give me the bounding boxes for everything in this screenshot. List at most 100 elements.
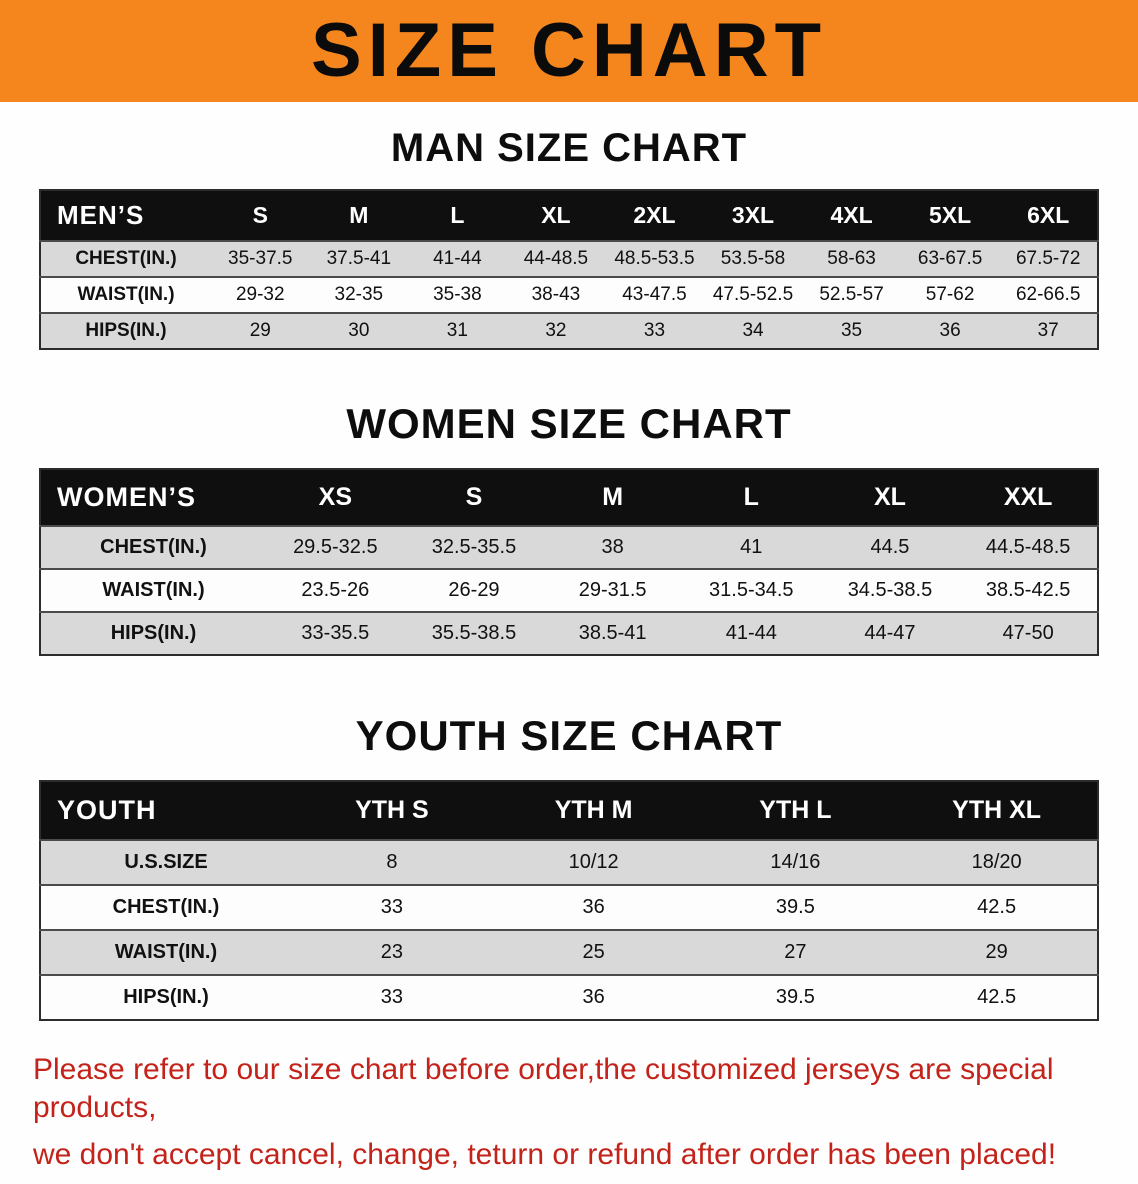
value-cell: 53.5-58 (720, 248, 786, 269)
value-cell: 35 (840, 320, 863, 341)
measurement-row: WAIST(IN.) 29-32 32-35 35-38 38-43 43-47.5 47.… (40, 277, 1098, 313)
footer-notice: Please refer to our size chart before or… (33, 1051, 1105, 1174)
size-column-header: XL (506, 190, 606, 241)
value-cell: 34 (742, 320, 764, 341)
value-cell: 39.5 (775, 986, 815, 1008)
row-label-cell: HIPS(IN.) (123, 986, 209, 1008)
value-cell: 38.5-42.5 (985, 579, 1071, 601)
size-column-header: 5XL (900, 190, 1000, 241)
header-row: YOUTH YTH S YTH M YTH L YTH XL (40, 781, 1098, 840)
value-cell: 23 (380, 941, 403, 963)
value-cell: 27 (784, 941, 807, 963)
row-label-cell: WAIST(IN.) (77, 284, 175, 305)
value-cell: 32 (545, 320, 567, 341)
header-row: MEN’S S M L XL 2XL 3XL 4XL 5XL 6XL (40, 190, 1098, 241)
size-column-header: M (543, 469, 682, 526)
table-title-cell: WOMEN’S (40, 469, 266, 526)
size-column-header: 6XL (999, 190, 1098, 241)
size-column-header: L (681, 469, 821, 526)
measurement-row: HIPS(IN.) 33-35.5 35.5-38.5 38.5-41 41-44 44-… (40, 612, 1098, 655)
value-cell: 35-38 (433, 284, 482, 305)
value-cell: 38.5-41 (578, 622, 647, 644)
value-cell: 35-37.5 (228, 248, 293, 269)
size-column-header: XS (266, 469, 405, 526)
women-size-table: WOMEN’S XS S M L XL XXL CHEST(IN.) 29.5-32.5 32.5… (39, 468, 1099, 656)
value-cell: 29-32 (235, 284, 285, 305)
size-column-header: XL (820, 469, 960, 526)
banner-title: SIZE CHART (311, 8, 827, 93)
value-cell: 38-43 (531, 284, 581, 305)
value-cell: 34.5-38.5 (847, 579, 933, 601)
row-label-cell: U.S.SIZE (124, 851, 208, 873)
row-label-cell: CHEST(IN.) (112, 896, 220, 918)
row-label-cell: CHEST(IN.) (100, 536, 207, 558)
value-cell: 29-31.5 (578, 579, 647, 601)
value-cell: 23.5-26 (301, 579, 370, 601)
value-cell: 26-29 (448, 579, 500, 601)
notice-line-1: Please refer to our size chart before or… (33, 1053, 1054, 1124)
size-column-header: S (211, 190, 310, 241)
value-cell: 33 (643, 320, 666, 341)
value-cell: 37 (1037, 320, 1059, 341)
men-section-heading: MAN SIZE CHART (390, 126, 748, 170)
value-cell: 43-47.5 (622, 284, 687, 305)
row-label-cell: WAIST(IN.) (114, 941, 218, 963)
size-column-header: S (404, 469, 544, 526)
value-cell: 57-62 (925, 284, 975, 305)
women-size-section: WOMEN SIZE CHART WOMEN’S XS S M L XL XXL CHEST(… (0, 400, 1138, 656)
value-cell: 37.5-41 (326, 248, 392, 269)
size-column-header: 4XL (802, 190, 901, 241)
value-cell: 14/16 (770, 851, 821, 873)
value-cell: 38 (601, 536, 624, 558)
size-column-header: YTH L (694, 781, 897, 840)
header-row: WOMEN’S XS S M L XL XXL (40, 469, 1098, 526)
value-cell: 36 (582, 986, 605, 1008)
value-cell: 47-50 (1002, 622, 1054, 644)
value-cell: 41-44 (725, 622, 777, 644)
table-title-cell: MEN’S (40, 190, 211, 241)
youth-size-section: YOUTH SIZE CHART YOUTH YTH S YTH M YTH L YTH… (0, 712, 1138, 1021)
row-label-cell: CHEST(IN.) (75, 248, 177, 269)
value-cell: 39.5 (775, 896, 815, 918)
value-cell: 44-47 (864, 622, 916, 644)
value-cell: 35.5-38.5 (431, 622, 517, 644)
value-cell: 42.5 (977, 986, 1017, 1008)
value-cell: 44-48.5 (523, 248, 589, 269)
value-cell: 44.5-48.5 (985, 536, 1071, 558)
value-cell: 47.5-52.5 (712, 284, 794, 305)
value-cell: 33 (380, 896, 403, 918)
youth-size-table: YOUTH YTH S YTH M YTH L YTH XL U.S.SIZE 8 10/12… (39, 780, 1099, 1021)
size-column-header: XXL (959, 469, 1098, 526)
value-cell: 25 (582, 941, 605, 963)
value-cell: 10/12 (568, 851, 619, 873)
size-column-header: YTH M (492, 781, 695, 840)
row-label-cell: HIPS(IN.) (85, 320, 167, 341)
value-cell: 33-35.5 (301, 622, 370, 644)
value-cell: 41-44 (433, 248, 482, 269)
value-cell: 52.5-57 (819, 284, 884, 305)
row-label-cell: WAIST(IN.) (102, 579, 205, 601)
men-size-table: MEN’S S M L XL 2XL 3XL 4XL 5XL 6XL CHEST(IN.) 35-37… (39, 189, 1099, 350)
value-cell: 58-63 (827, 248, 876, 269)
size-column-header: YTH XL (896, 781, 1098, 840)
value-cell: 33 (380, 986, 403, 1008)
youth-section-heading: YOUTH SIZE CHART (355, 712, 783, 759)
size-column-header: 2XL (605, 190, 704, 241)
value-cell: 67.5-72 (1015, 248, 1081, 269)
measurement-row: CHEST(IN.) 29.5-32.5 32.5-35.5 38 41 44.5 44.5… (40, 526, 1098, 569)
measurement-row: WAIST(IN.) 23 25 27 29 (40, 930, 1098, 975)
value-cell: 42.5 (977, 896, 1017, 918)
table-title-cell: YOUTH (40, 781, 291, 840)
value-cell: 32.5-35.5 (431, 536, 517, 558)
size-column-header: L (408, 190, 507, 241)
measurement-row: CHEST(IN.) 33 36 39.5 42.5 (40, 885, 1098, 930)
notice-line-2: we don't accept cancel, change, teturn o… (33, 1138, 1057, 1171)
size-column-header: M (309, 190, 409, 241)
measurement-row: U.S.SIZE 8 10/12 14/16 18/20 (40, 840, 1098, 885)
value-cell: 31.5-34.5 (709, 579, 794, 601)
value-cell: 8 (386, 851, 398, 873)
row-label-cell: HIPS(IN.) (110, 622, 197, 644)
value-cell: 29 (249, 320, 271, 341)
value-cell: 18/20 (971, 851, 1022, 873)
